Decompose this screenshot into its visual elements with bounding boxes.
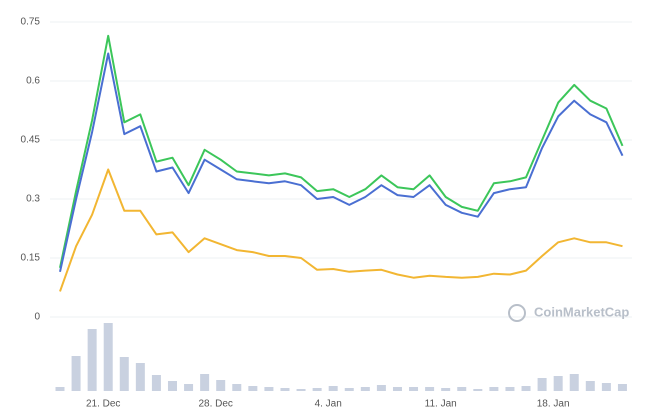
volume-bar bbox=[344, 388, 354, 391]
volume-bar bbox=[71, 356, 81, 391]
x-tick-label: 18. Jan bbox=[537, 399, 570, 410]
volume-bar bbox=[280, 388, 290, 391]
volume-bar bbox=[360, 387, 370, 391]
series-line bbox=[59, 52, 624, 273]
y-tick-label: 0.45 bbox=[21, 135, 41, 146]
volume-bar bbox=[87, 329, 97, 391]
volume-bar bbox=[473, 389, 483, 391]
volume-bar bbox=[617, 384, 627, 391]
y-tick-label: 0.75 bbox=[21, 17, 41, 28]
series-line bbox=[59, 34, 624, 269]
watermark: CoinMarketCap bbox=[534, 304, 629, 319]
volume-bar bbox=[312, 388, 322, 391]
volume-bar bbox=[376, 385, 386, 391]
volume-bar bbox=[553, 376, 563, 391]
y-tick-label: 0.3 bbox=[26, 194, 40, 205]
volume-bar bbox=[585, 381, 595, 391]
volume-bar bbox=[55, 387, 65, 391]
volume-bar bbox=[296, 389, 306, 391]
volume-bar bbox=[167, 381, 177, 391]
volume-bar bbox=[232, 384, 242, 391]
volume-bar bbox=[425, 387, 435, 391]
volume-bar bbox=[601, 383, 611, 391]
y-tick-label: 0.15 bbox=[21, 253, 41, 264]
plot: 0 0.15 0.3 0.45 0.6 0.75 21. Dec 28. Dec 4. Jan 1… bbox=[21, 17, 632, 410]
volume-bar bbox=[521, 386, 531, 391]
volume-bar bbox=[184, 384, 194, 391]
volume-bar bbox=[119, 357, 129, 391]
volume-bar bbox=[409, 387, 419, 391]
volume-bar bbox=[569, 374, 579, 391]
x-tick-label: 28. Dec bbox=[198, 399, 232, 410]
volume-bar bbox=[505, 387, 515, 391]
volume-bar bbox=[489, 387, 499, 391]
volume-bar bbox=[264, 387, 274, 391]
y-tick-label: 0 bbox=[34, 312, 40, 323]
volume-bar bbox=[248, 386, 258, 391]
x-tick-label: 4. Jan bbox=[315, 399, 342, 410]
y-tick-label: 0.6 bbox=[26, 76, 40, 87]
watermark-logo bbox=[508, 304, 526, 322]
volume-bar bbox=[392, 387, 402, 391]
volume-bar bbox=[151, 375, 161, 391]
volume-bar bbox=[328, 386, 338, 391]
volume-bar bbox=[457, 387, 467, 391]
volume-bar bbox=[200, 374, 210, 391]
volume-bar bbox=[216, 380, 226, 391]
x-tick-label: 11. Jan bbox=[425, 399, 457, 410]
volume-bar bbox=[537, 378, 547, 391]
volume-bar bbox=[441, 388, 451, 391]
volume-bar bbox=[135, 363, 145, 391]
volume-bar bbox=[103, 323, 113, 391]
x-tick-label: 21. Dec bbox=[86, 399, 120, 410]
series-line bbox=[59, 168, 623, 292]
